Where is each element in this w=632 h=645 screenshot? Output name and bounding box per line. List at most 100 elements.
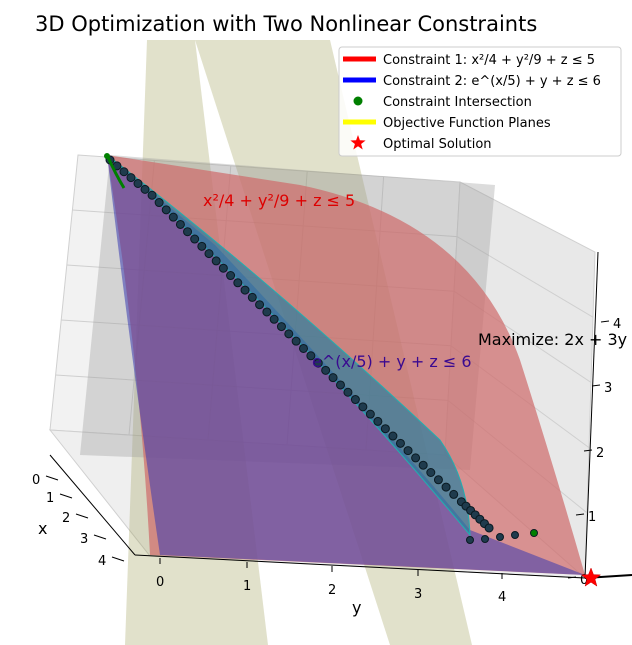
legend-label: Optimal Solution: [383, 137, 492, 152]
intersection-points: [104, 153, 538, 544]
legend-items: Constraint 1: x²/4 + y²/9 + z ≤ 5 Constra…: [343, 53, 601, 152]
z-tick-mark: [583, 449, 593, 452]
intersection-point: [218, 263, 228, 273]
annotation-objective: Maximize: 2x + 3y: [478, 330, 627, 349]
x-tick-mark: [59, 493, 73, 499]
intersection-point: [233, 278, 243, 288]
intersection-point: [321, 365, 331, 375]
intersection-point: [262, 307, 272, 317]
intersection-point: [226, 271, 236, 281]
intersection-point: [204, 249, 214, 259]
y-tick-label: 3: [414, 587, 422, 602]
legend-box: [338, 46, 622, 157]
intersection-point: [133, 179, 143, 189]
z-tick-label: 0: [580, 573, 588, 588]
x-tick-mark: [45, 475, 59, 481]
intersection-point: [119, 167, 129, 177]
intersection-point: [373, 416, 383, 426]
y-tick-label: 1: [243, 579, 251, 594]
optimal-solution-star: [580, 567, 602, 587]
intersection-point: [350, 395, 360, 405]
annotation-constraint-1: x²/4 + y²/9 + z ≤ 5: [203, 191, 355, 210]
y-axis-label: y: [352, 598, 361, 617]
intersection-point: [161, 205, 171, 215]
intersection-point: [388, 431, 398, 441]
legend-swatch: [353, 96, 363, 106]
intersection-point: [441, 482, 451, 492]
legend-item: Optimal Solution: [350, 135, 492, 152]
intersection-point: [183, 227, 193, 237]
intersection-endpoint: [531, 530, 537, 536]
x-tick-label: 2: [62, 511, 70, 526]
intersection-point: [284, 329, 294, 339]
annotation-constraint-2: e^(x/5) + y + z ≤ 6: [312, 352, 472, 371]
x-tick-label: 0: [32, 473, 40, 488]
y-tick-label: 2: [328, 583, 336, 598]
legend-item: Constraint Intersection: [353, 95, 532, 110]
z-tick-label: 2: [596, 446, 604, 461]
intersection-point: [197, 241, 207, 251]
z-tick-mark: [575, 513, 585, 516]
y-tick-label: 0: [156, 575, 164, 590]
intersection-point: [147, 190, 157, 200]
intersection-point: [484, 523, 494, 533]
z-tick-label: 4: [613, 317, 621, 332]
intersection-point: [306, 351, 316, 361]
x-tick-mark: [93, 534, 107, 540]
intersection-point: [190, 234, 200, 244]
intersection-point: [168, 212, 178, 222]
intersection-point: [240, 285, 250, 295]
intersection-point: [511, 531, 519, 539]
gridline-h-right: [456, 236, 594, 318]
intersection-point: [343, 387, 353, 397]
intersection-point: [411, 453, 421, 463]
intersection-point: [126, 173, 136, 183]
x-axis-label: x: [38, 519, 47, 538]
legend-swatch: [350, 135, 366, 150]
legend-label: Constraint 1: x²/4 + y²/9 + z ≤ 5: [383, 53, 595, 68]
x-tick-mark: [75, 513, 89, 519]
intersection-point: [426, 468, 436, 478]
intersection-point: [328, 373, 338, 383]
intersection-point: [433, 475, 443, 485]
x-tick-mark: [111, 556, 125, 562]
intersection-point: [211, 256, 221, 266]
legend-label: Objective Function Planes: [383, 116, 551, 131]
intersection-point: [365, 409, 375, 419]
x-tick-label: 3: [80, 532, 88, 547]
intersection-point: [291, 336, 301, 346]
y-tick-label: 4: [498, 590, 506, 605]
legend-label: Constraint 2: e^(x/5) + y + z ≤ 6: [383, 74, 601, 89]
z-tick-label: 3: [604, 381, 612, 396]
intersection-point: [380, 424, 390, 434]
z-tick-mark: [600, 320, 610, 323]
intersection-point: [255, 300, 265, 310]
intersection-point: [298, 343, 308, 353]
z-tick-mark: [567, 576, 577, 579]
x-tick-label: 4: [98, 554, 106, 569]
intersection-point: [395, 438, 405, 448]
z-axis-line: [584, 251, 599, 579]
chart-title: 3D Optimization with Two Nonlinear Const…: [35, 12, 537, 36]
intersection-point: [358, 402, 368, 412]
intersection-point: [154, 198, 164, 208]
intersection-point: [276, 322, 286, 332]
legend: Constraint 1: x²/4 + y²/9 + z ≤ 5 Constra…: [338, 46, 622, 157]
intersection-point: [313, 358, 323, 368]
legend-item: Constraint 2: e^(x/5) + y + z ≤ 6: [343, 74, 601, 89]
intersection-point: [449, 489, 459, 499]
intersection-point: [269, 314, 279, 324]
intersection-point: [418, 460, 428, 470]
z-tick-mark: [591, 384, 601, 387]
intersection-point: [175, 219, 185, 229]
intersection-point: [335, 380, 345, 390]
intersection-point: [140, 184, 150, 194]
constraint-ridge: [106, 154, 471, 537]
x-tick-label: 1: [46, 491, 54, 506]
intersection-point: [496, 533, 504, 541]
intersection-point: [481, 535, 489, 543]
intersection-point: [403, 446, 413, 456]
y-axis-line: [134, 554, 586, 579]
